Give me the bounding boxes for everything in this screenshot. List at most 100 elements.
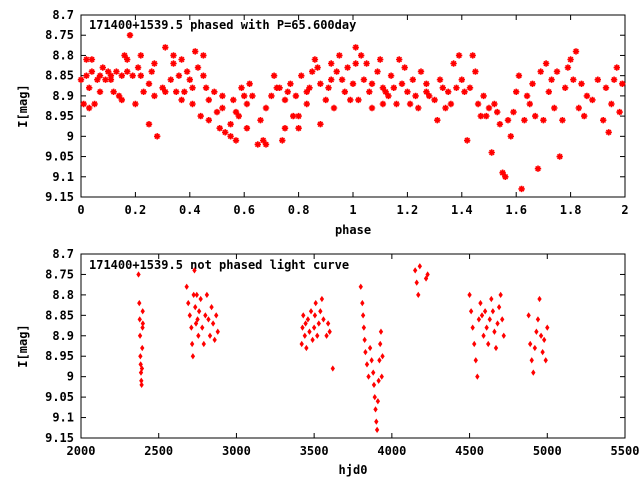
data-point: [315, 332, 320, 339]
data-point: [136, 271, 141, 278]
data-point: [191, 291, 196, 299]
phased-light-curve-panel: 0 0.2 0.4 0.6 0.8 1 1.2 1.4 1.6 1.8 2 8.7 8.75 8.8 8.8…: [16, 8, 629, 237]
data-point: [186, 299, 191, 307]
data-point: [589, 96, 596, 104]
data-point: [201, 340, 206, 348]
data-point: [413, 267, 418, 274]
data-point: [134, 64, 142, 71]
data-point: [496, 121, 504, 128]
data-point: [368, 80, 376, 87]
data-point: [83, 72, 90, 79]
data-point: [375, 398, 381, 405]
data-point: [466, 84, 474, 91]
data-point: [301, 312, 306, 319]
x-tick-label: 3000: [222, 444, 251, 458]
data-point: [551, 104, 558, 112]
data-point: [458, 76, 465, 83]
data-point: [110, 88, 117, 95]
data-point: [325, 320, 331, 327]
data-point: [232, 137, 240, 144]
data-point: [181, 88, 188, 95]
data-point: [328, 60, 335, 67]
data-point: [210, 320, 216, 327]
y-tick-label: 9.05: [45, 390, 74, 404]
y-tick-label: 8.7: [52, 247, 74, 261]
data-point: [374, 68, 381, 75]
data-point: [333, 68, 340, 75]
data-point: [319, 295, 325, 303]
data-point: [439, 84, 446, 91]
y-tick-label: 9: [67, 370, 74, 384]
data-point: [124, 68, 131, 75]
y-tick-label: 8.7: [52, 8, 74, 22]
data-point: [360, 312, 366, 319]
data-point: [212, 336, 217, 343]
data-point: [468, 308, 474, 315]
data-point: [279, 137, 286, 144]
data-point: [137, 299, 142, 307]
data-point: [426, 92, 433, 100]
data-point: [211, 88, 218, 95]
data-point: [137, 332, 143, 339]
y-tick-label: 8.85: [45, 69, 74, 83]
data-point: [219, 92, 226, 100]
data-point: [526, 312, 531, 319]
data-point: [254, 141, 261, 148]
data-point: [281, 125, 289, 132]
data-point: [281, 96, 289, 104]
data-point: [369, 357, 374, 364]
data-point: [189, 100, 196, 108]
data-point: [425, 271, 430, 278]
data-point: [312, 312, 318, 319]
data-point: [308, 308, 314, 315]
data-point: [423, 275, 429, 282]
data-point: [412, 92, 419, 100]
x-tick-label: 1.6: [505, 203, 527, 217]
data-point: [241, 92, 248, 100]
data-point: [434, 117, 441, 124]
data-point: [140, 308, 145, 315]
x-tick-label: 2000: [67, 444, 96, 458]
data-point: [88, 68, 96, 75]
data-point: [534, 328, 539, 335]
data-point: [578, 80, 585, 87]
data-point: [502, 173, 509, 180]
data-point: [473, 357, 478, 364]
data-point: [192, 48, 199, 55]
data-point: [510, 108, 517, 116]
data-point: [139, 365, 145, 372]
data-point: [380, 353, 385, 360]
data-point: [126, 32, 134, 39]
data-point: [338, 76, 346, 83]
data-point: [355, 96, 362, 104]
data-point: [363, 60, 370, 67]
data-point: [175, 72, 183, 79]
data-point: [600, 117, 607, 124]
data-point: [529, 357, 534, 364]
data-point: [186, 76, 193, 83]
data-point: [170, 52, 177, 59]
data-point: [358, 52, 365, 59]
data-point: [374, 426, 380, 433]
data-point: [94, 76, 101, 83]
data-point: [129, 72, 136, 79]
data-point: [526, 100, 533, 108]
data-point: [124, 56, 131, 63]
y-tick-label: 8.95: [45, 109, 74, 123]
data-point: [310, 336, 315, 343]
data-point: [613, 64, 620, 71]
data-point: [307, 328, 312, 335]
data-point: [284, 88, 291, 95]
data-point: [537, 295, 542, 303]
data-point: [485, 104, 493, 112]
data-point: [232, 108, 240, 116]
data-point: [299, 340, 304, 348]
y-tick-label: 9.1: [52, 411, 74, 425]
x-tick-label: 2: [621, 203, 628, 217]
data-point: [167, 76, 174, 83]
data-point: [472, 340, 477, 348]
data-point: [482, 308, 488, 315]
y-axis-label: I[mag]: [16, 84, 30, 127]
data-point: [309, 68, 316, 75]
